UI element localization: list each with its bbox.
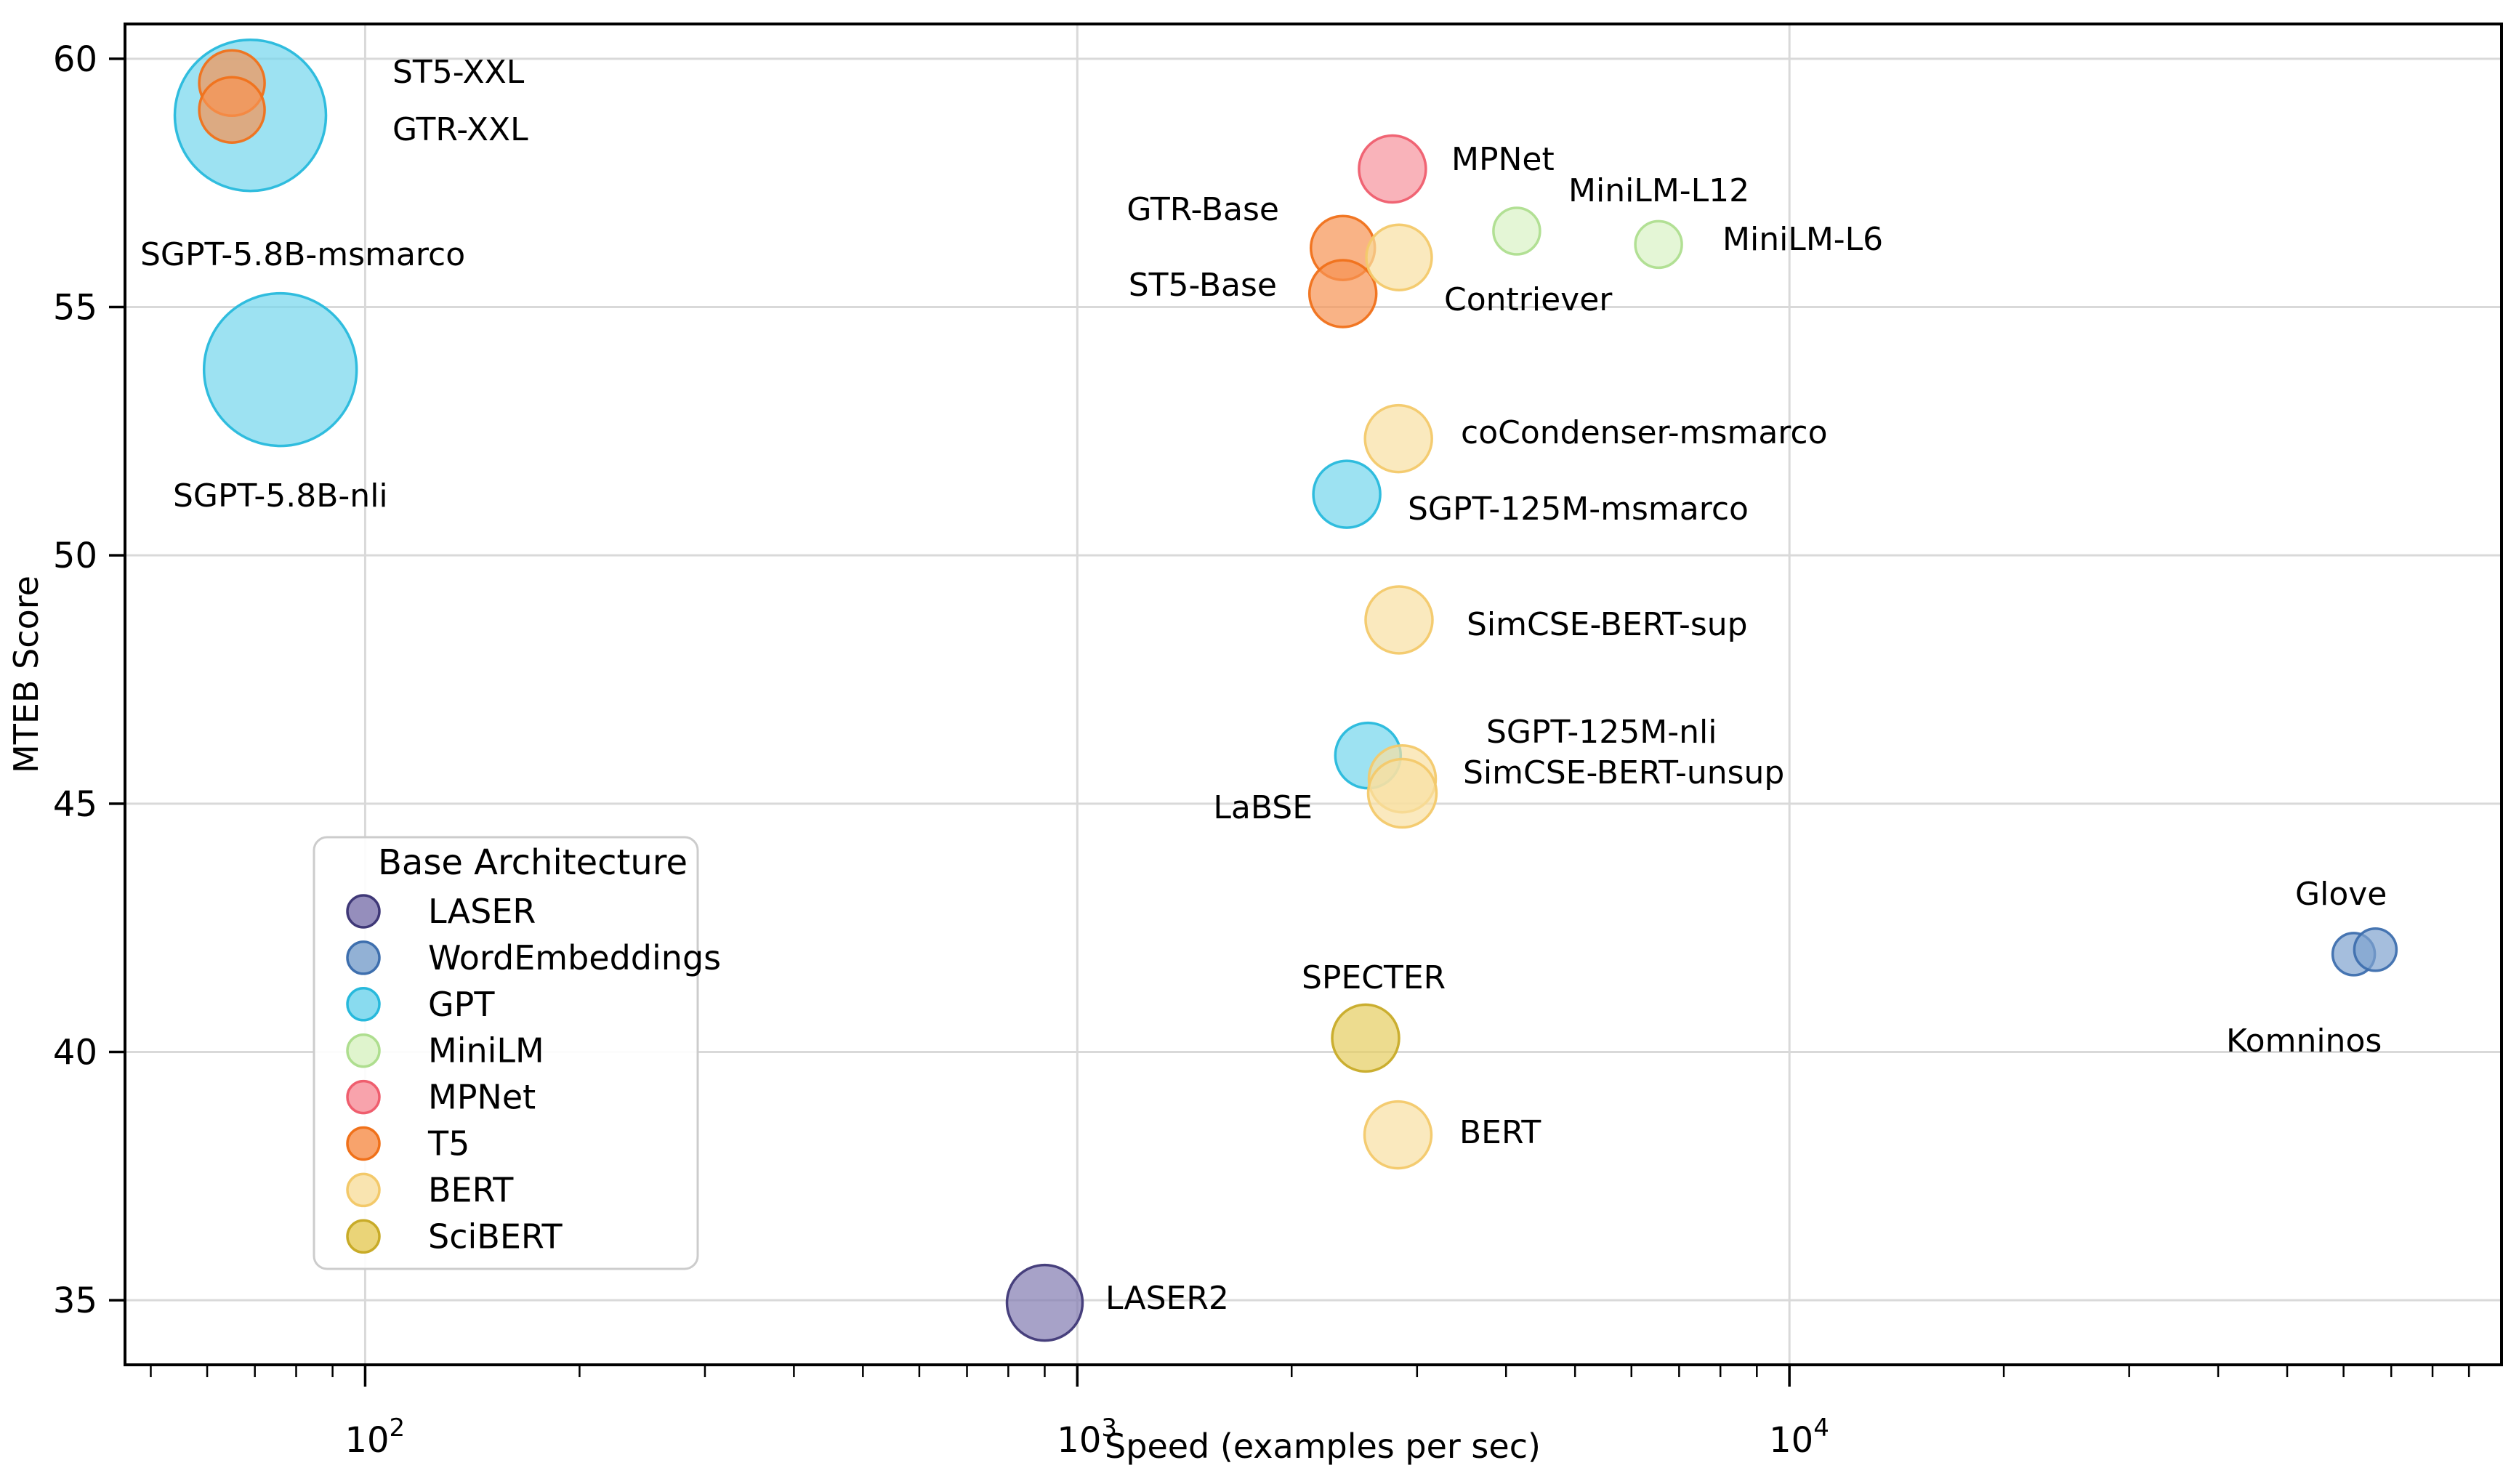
data-point — [1005, 1263, 1084, 1342]
point-label: GTR-Base — [1126, 191, 1279, 228]
legend-label: BERT — [428, 1170, 514, 1209]
data-point — [1492, 206, 1541, 256]
point-label: GTR-XXL — [392, 111, 528, 148]
data-point — [1358, 134, 1427, 204]
data-point — [198, 76, 266, 144]
point-label: ST5-XXL — [392, 54, 525, 91]
point-label: LaBSE — [1213, 789, 1313, 826]
legend-label: WordEmbeddings — [428, 938, 721, 977]
legend-marker — [346, 1126, 381, 1161]
point-label: Glove — [2295, 876, 2387, 913]
x-tick-label: 103 — [1057, 1414, 1117, 1461]
legend-marker — [346, 1079, 381, 1115]
y-tick-label: 45 — [53, 784, 97, 825]
point-label: Contriever — [1444, 281, 1613, 318]
data-point — [1312, 459, 1382, 529]
data-point — [202, 291, 358, 448]
point-label: SPECTER — [1302, 959, 1446, 996]
legend-marker — [346, 987, 381, 1022]
point-label: BERT — [1459, 1114, 1541, 1151]
x-tick-label: 102 — [344, 1414, 405, 1461]
point-label: SimCSE-BERT-unsup — [1463, 754, 1784, 791]
point-label: SGPT-5.8B-nli — [173, 477, 388, 515]
y-axis-title: MTEB Score — [7, 576, 46, 773]
legend-label: MiniLM — [428, 1031, 544, 1070]
y-tick-label: 40 — [53, 1033, 97, 1073]
point-label: coCondenser-msmarco — [1461, 414, 1828, 451]
y-tick-label: 55 — [53, 288, 97, 328]
data-point — [1364, 585, 1434, 655]
data-point — [1363, 1100, 1433, 1170]
point-label: SimCSE-BERT-sup — [1467, 606, 1748, 643]
y-tick-label: 60 — [53, 39, 97, 80]
data-point — [2353, 927, 2398, 972]
data-point — [1331, 1003, 1400, 1073]
point-label: SGPT-125M-msmarco — [1408, 491, 1749, 528]
data-point — [1365, 223, 1433, 291]
legend-marker — [346, 940, 381, 975]
point-label: MiniLM-L12 — [1568, 172, 1749, 209]
axes-spines — [124, 23, 2503, 1366]
legend-label: SciBERT — [428, 1217, 563, 1256]
point-label: ST5-Base — [1129, 267, 1277, 304]
point-label: Komninos — [2226, 1023, 2382, 1060]
x-tick-label: 104 — [1769, 1414, 1829, 1461]
data-point — [1307, 259, 1378, 328]
legend-title: Base Architecture — [378, 842, 688, 883]
point-label: SGPT-5.8B-msmarco — [140, 236, 465, 273]
point-label: MPNet — [1451, 141, 1555, 178]
legend-marker — [346, 1172, 381, 1208]
y-tick-label: 35 — [53, 1281, 97, 1321]
legend-marker — [346, 1219, 381, 1254]
legend-label: MPNet — [428, 1078, 536, 1117]
y-tick-label: 50 — [53, 536, 97, 576]
point-label: LASER2 — [1105, 1280, 1229, 1317]
legend-label: T5 — [427, 1124, 469, 1164]
legend-marker — [346, 1033, 381, 1068]
legend-label: GPT — [428, 985, 495, 1024]
point-label: SGPT-125M-nli — [1486, 714, 1717, 751]
data-point — [1634, 219, 1683, 270]
data-point — [1363, 403, 1433, 474]
x-axis-title: Speed (examples per sec) — [1105, 1427, 1541, 1466]
data-point — [1366, 757, 1438, 829]
point-label: MiniLM-L6 — [1722, 221, 1883, 258]
legend-label: LASER — [428, 892, 536, 931]
legend-marker — [346, 894, 381, 929]
legend-box — [313, 836, 699, 1270]
